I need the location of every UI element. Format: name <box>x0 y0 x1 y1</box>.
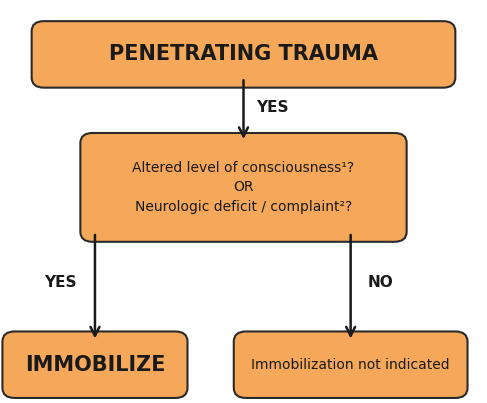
Text: IMMOBILIZE: IMMOBILIZE <box>25 355 165 375</box>
Text: Altered level of consciousness¹?
OR
Neurologic deficit / complaint²?: Altered level of consciousness¹? OR Neur… <box>132 161 355 214</box>
Text: YES: YES <box>256 100 288 115</box>
Text: NO: NO <box>368 274 393 290</box>
Text: YES: YES <box>44 274 76 290</box>
FancyBboxPatch shape <box>234 331 468 398</box>
Text: PENETRATING TRAUMA: PENETRATING TRAUMA <box>109 44 378 64</box>
FancyBboxPatch shape <box>32 21 455 88</box>
FancyBboxPatch shape <box>2 331 187 398</box>
FancyBboxPatch shape <box>80 133 407 242</box>
Text: Immobilization not indicated: Immobilization not indicated <box>251 358 450 372</box>
